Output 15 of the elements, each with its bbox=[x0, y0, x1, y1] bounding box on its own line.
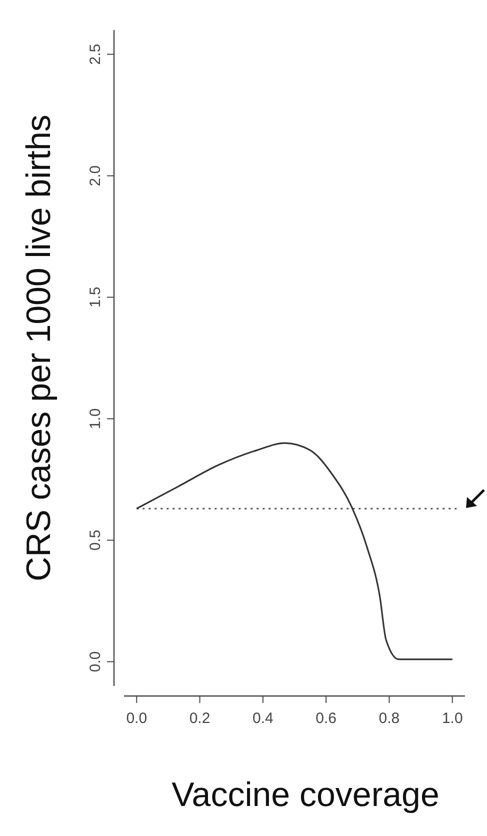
y-tick-label: 1.0 bbox=[87, 408, 104, 430]
x-tick-label: 0.8 bbox=[378, 710, 400, 727]
y-tick-label: 0.0 bbox=[87, 651, 104, 672]
x-tick-label: 0.4 bbox=[252, 710, 274, 727]
x-axis-title: Vaccine coverage bbox=[172, 776, 440, 814]
y-tick-label: 1.5 bbox=[87, 286, 104, 308]
y-tick-label: 2.0 bbox=[87, 165, 104, 186]
x-tick-label: 1.0 bbox=[442, 710, 463, 727]
y-axis-title: CRS cases per 1000 live births bbox=[20, 114, 58, 582]
x-tick-label: 0.2 bbox=[189, 710, 210, 727]
y-tick-label: 2.5 bbox=[87, 44, 104, 65]
x-tick-label: 0.0 bbox=[126, 710, 148, 727]
y-tick-label: 0.5 bbox=[87, 530, 104, 551]
x-tick-label: 0.6 bbox=[316, 710, 337, 727]
line-series bbox=[136, 442, 454, 660]
